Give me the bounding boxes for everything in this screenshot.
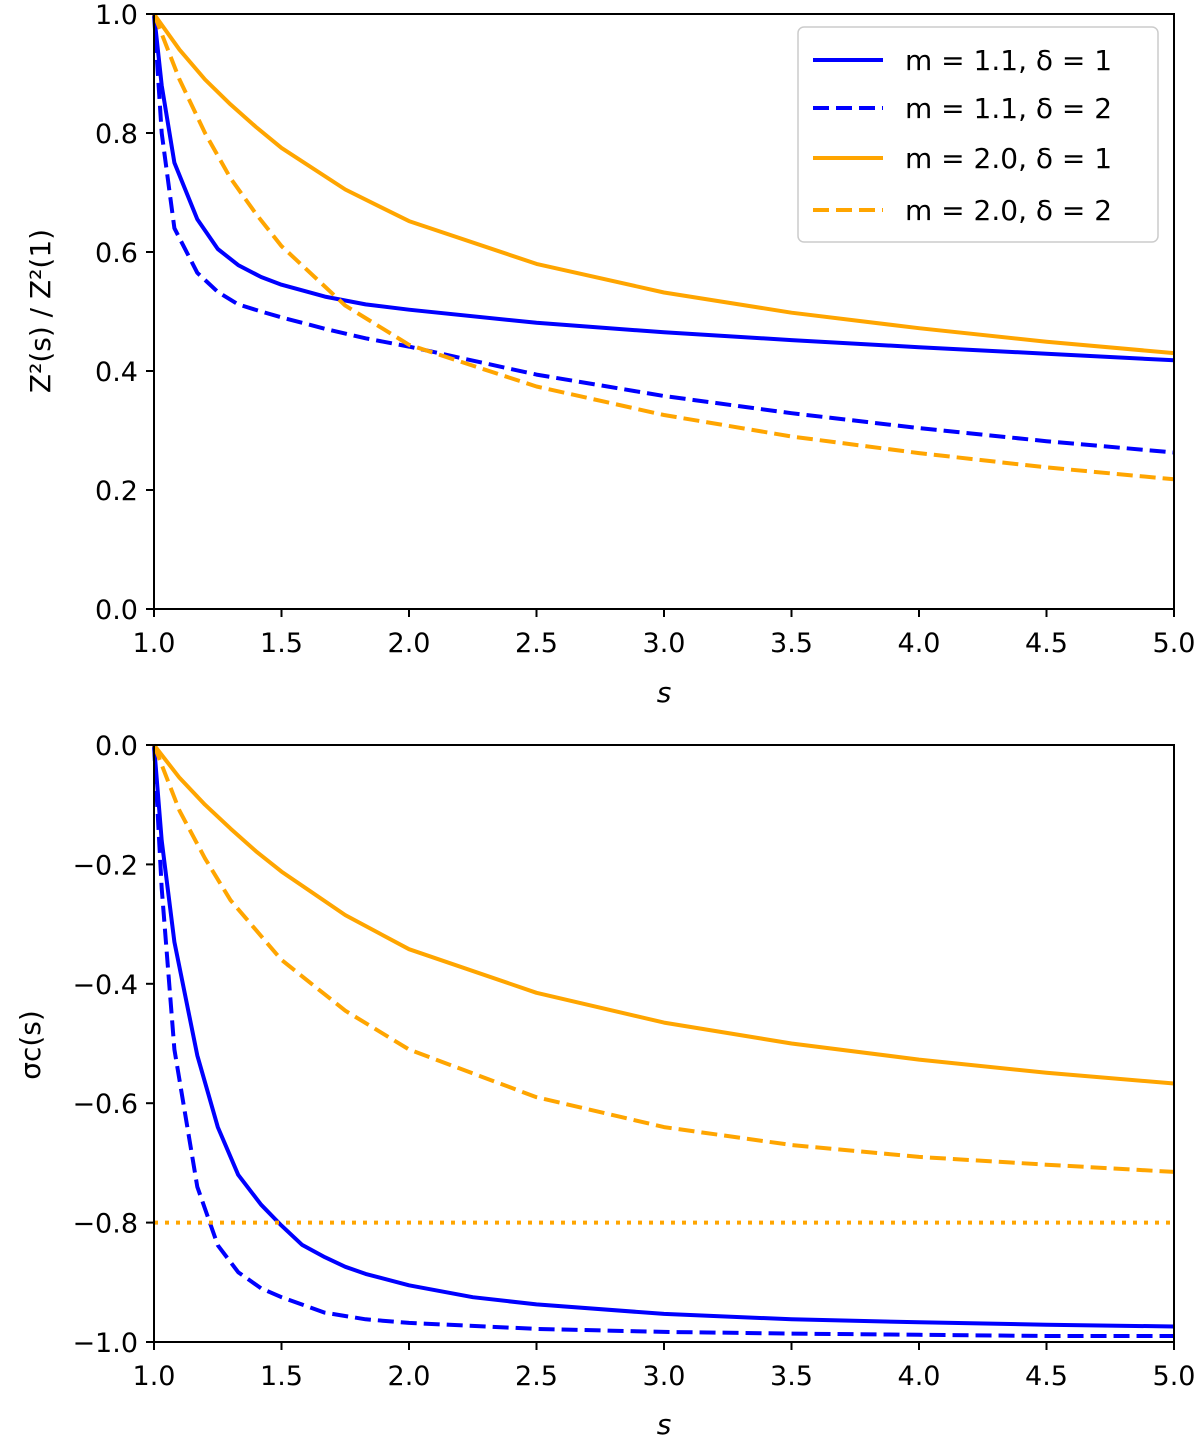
legend: m = 1.1, δ = 1 m = 1.1, δ = 2 m = 2.0, δ… bbox=[797, 26, 1159, 243]
top-panel-y-tick-label: 1.0 bbox=[95, 0, 138, 31]
bottom-panel-series-line-m-1-1-1-solid bbox=[152, 744, 1175, 1329]
bottom-panel-x-tick-label: 2.0 bbox=[388, 1361, 431, 1392]
top-panel-x-tick-label: 3.0 bbox=[643, 628, 686, 659]
legend-entry-m11-d2: m = 1.1, δ = 2 bbox=[905, 92, 1112, 125]
top-panel-y-ticks: 0.0 0.2 0.4 0.6 0.8 1.0 bbox=[95, 0, 154, 626]
top-panel-y-tick-label: 0.2 bbox=[95, 476, 138, 507]
bottom-panel-series-line-m-1-1-2-dashed bbox=[152, 744, 1174, 1338]
top-panel-series-line-m-2-0-2-dashed bbox=[152, 13, 1175, 482]
bottom-panel-y-tick-label: −0.4 bbox=[72, 970, 138, 1001]
bottom-panel-x-tick-label: 3.5 bbox=[770, 1361, 813, 1392]
bottom-panel-y-tick-label: −0.2 bbox=[72, 850, 138, 881]
legend-box bbox=[797, 26, 1159, 243]
top-panel-series-line-m-1-1-2-dashed bbox=[152, 13, 1175, 455]
bottom-panel-x-tick-label: 2.5 bbox=[515, 1361, 558, 1392]
top-panel-x-axis-label: s bbox=[657, 676, 672, 709]
top-panel-series-line-m-2-0-1-solid bbox=[152, 12, 1175, 356]
top-panel-y-axis-label: Z²(s) / Z²(1) bbox=[24, 229, 57, 393]
bottom-panel-x-tick-label: 3.0 bbox=[643, 1361, 686, 1392]
top-panel-y-tick-label: 0.0 bbox=[95, 595, 138, 626]
bottom-panel: 1.0 1.5 2.0 2.5 3.0 3.5 4.0 4.5 5.0 −1.0 −0.8 −0.6… bbox=[14, 731, 1195, 1439]
bottom-panel-y-tick-label: −1.0 bbox=[72, 1328, 138, 1359]
bottom-panel-x-tick-label: 4.5 bbox=[1025, 1361, 1068, 1392]
bottom-panel-series bbox=[152, 743, 1175, 1338]
bottom-panel-series-line-m-2-0-1-solid bbox=[152, 743, 1175, 1086]
top-panel-x-tick-label: 1.5 bbox=[260, 628, 303, 659]
legend-entry-m20-d2: m = 2.0, δ = 2 bbox=[905, 194, 1112, 227]
bottom-panel-y-ticks: −1.0 −0.8 −0.6 −0.4 −0.2 0.0 bbox=[72, 731, 154, 1359]
bottom-panel-y-tick-label: 0.0 bbox=[95, 731, 138, 762]
bottom-panel-y-axis-label: σc(s) bbox=[14, 1010, 47, 1080]
top-panel-x-tick-label: 1.0 bbox=[133, 628, 176, 659]
top-panel: 1.0 1.5 2.0 2.5 3.0 3.5 4.0 4.5 5.0 0.0 0.2 0.4 0.6… bbox=[24, 0, 1195, 709]
legend-entry-m20-d1: m = 2.0, δ = 1 bbox=[905, 142, 1112, 175]
bottom-panel-x-tick-label: 1.5 bbox=[260, 1361, 303, 1392]
bottom-panel-x-tick-label: 5.0 bbox=[1153, 1361, 1196, 1392]
top-panel-series-line-m-1-1-1-solid bbox=[152, 13, 1175, 363]
bottom-panel-frame bbox=[153, 744, 1175, 1343]
top-panel-x-ticks: 1.0 1.5 2.0 2.5 3.0 3.5 4.0 4.5 5.0 bbox=[133, 609, 1196, 659]
top-panel-y-tick-label: 0.8 bbox=[95, 119, 138, 150]
bottom-panel-x-tick-label: 1.0 bbox=[133, 1361, 176, 1392]
top-panel-x-tick-label: 4.5 bbox=[1025, 628, 1068, 659]
top-panel-x-tick-label: 4.0 bbox=[898, 628, 941, 659]
bottom-panel-y-tick-label: −0.8 bbox=[72, 1209, 138, 1240]
bottom-panel-x-axis-label: s bbox=[657, 1408, 672, 1439]
legend-entry-m11-d1: m = 1.1, δ = 1 bbox=[905, 44, 1112, 77]
bottom-panel-series-line-m-2-0-2-dashed bbox=[152, 744, 1175, 1174]
top-panel-y-tick-label: 0.4 bbox=[95, 357, 138, 388]
bottom-panel-x-tick-label: 4.0 bbox=[898, 1361, 941, 1392]
top-panel-series bbox=[152, 12, 1175, 482]
top-panel-x-tick-label: 3.5 bbox=[770, 628, 813, 659]
bottom-panel-x-ticks: 1.0 1.5 2.0 2.5 3.0 3.5 4.0 4.5 5.0 bbox=[133, 1342, 1196, 1392]
top-panel-x-tick-label: 2.0 bbox=[388, 628, 431, 659]
top-panel-x-tick-label: 2.5 bbox=[515, 628, 558, 659]
bottom-panel-y-tick-label: −0.6 bbox=[72, 1089, 138, 1120]
top-panel-x-tick-label: 5.0 bbox=[1153, 628, 1196, 659]
top-panel-y-tick-label: 0.6 bbox=[95, 238, 138, 269]
